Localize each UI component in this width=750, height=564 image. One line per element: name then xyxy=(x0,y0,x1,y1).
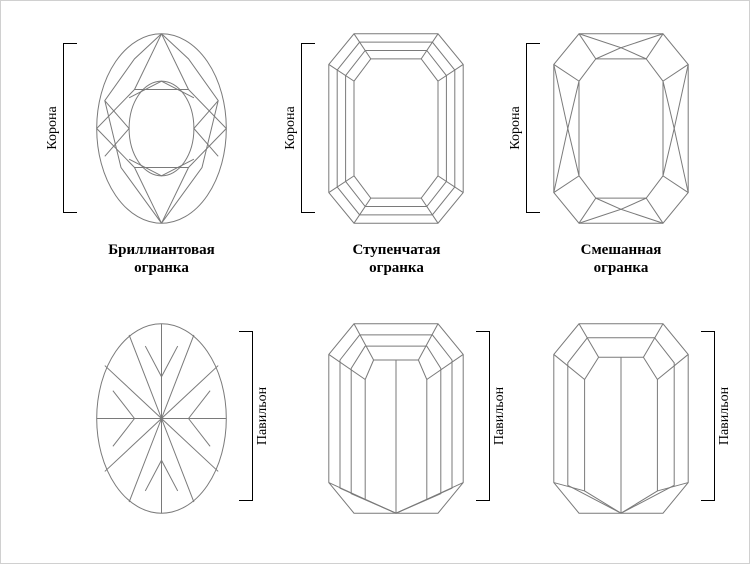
pavilion-label-1: Павильон xyxy=(255,356,271,476)
pavilion-label-2: Павильон xyxy=(492,356,508,476)
bracket-crown-3 xyxy=(526,43,540,213)
caption-mixed: Смешанная огранка xyxy=(556,241,686,277)
shape-mixed-crown xyxy=(551,31,691,226)
bracket-crown-1 xyxy=(63,43,77,213)
bracket-crown-2 xyxy=(301,43,315,213)
shape-mixed-pavilion xyxy=(551,321,691,516)
shape-step-pavilion xyxy=(326,321,466,516)
shape-step-crown xyxy=(326,31,466,226)
pavilion-label-3: Павильон xyxy=(717,356,733,476)
diagram-root: Корона Бриллиантовая огранка Павильон xyxy=(0,0,750,564)
bracket-pavilion-2 xyxy=(476,331,490,501)
crown-label-2: Корона xyxy=(283,68,299,188)
shape-brilliant-crown xyxy=(94,31,229,226)
caption-brilliant: Бриллиантовая огранка xyxy=(79,241,244,277)
crown-label-1: Корона xyxy=(45,68,61,188)
crown-label-3: Корона xyxy=(508,68,524,188)
bracket-pavilion-1 xyxy=(239,331,253,501)
bracket-pavilion-3 xyxy=(701,331,715,501)
shape-brilliant-pavilion xyxy=(94,321,229,516)
caption-step: Ступенчатая огранка xyxy=(324,241,469,277)
